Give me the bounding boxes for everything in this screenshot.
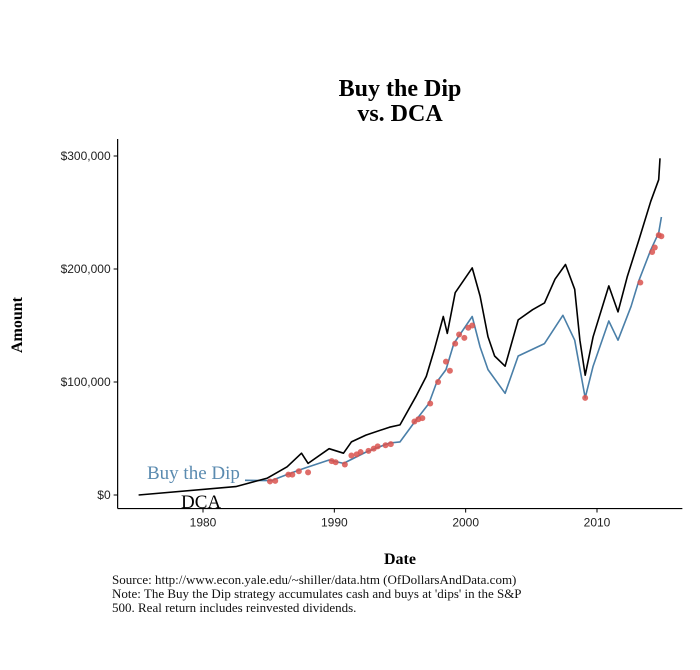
chart-title-line-2: vs. DCA	[357, 101, 443, 127]
dip-buy-point	[435, 379, 442, 385]
y-tick-label: $100,000	[61, 375, 111, 389]
x-tick-label: 1990	[321, 516, 348, 530]
annotation-dca: DCA	[181, 492, 221, 513]
dip-buy-point	[357, 449, 364, 456]
x-tick-label: 2010	[584, 516, 611, 530]
dip-buy-point	[658, 233, 665, 240]
y-axis-label: Amount	[9, 296, 26, 353]
x-axis-label: Date	[384, 551, 416, 568]
chart-title-line-1: Buy the Dip	[339, 76, 462, 102]
dip-buy-point	[651, 244, 658, 251]
dip-buy-point	[582, 394, 589, 401]
dip-buy-point	[382, 442, 389, 449]
dip-buy-point	[452, 340, 459, 347]
dip-buy-point	[341, 461, 348, 468]
dip-buy-point	[305, 469, 312, 476]
series-line-buy-the-dip	[244, 216, 663, 482]
dip-buy-point	[348, 452, 355, 459]
x-tick-label: 1980	[190, 516, 217, 530]
dip-buy-point	[461, 334, 468, 341]
dip-buy-point	[427, 400, 434, 407]
dip-buy-point	[649, 249, 656, 256]
strategy-note-line-1: Note: The Buy the Dip strategy accumulat…	[112, 586, 522, 601]
dip-buy-point	[289, 471, 296, 478]
y-tick-label: $0	[97, 488, 111, 502]
dip-buy-point	[637, 279, 644, 286]
x-tick-label: 2000	[452, 516, 479, 530]
chart-notes: Source: http://www.econ.yale.edu/~shille…	[112, 573, 692, 615]
dip-buy-point	[442, 358, 449, 365]
dip-buy-point	[272, 477, 279, 484]
dip-buy-point	[295, 468, 302, 475]
dip-buy-point	[456, 331, 463, 338]
dip-buy-point	[469, 322, 476, 329]
y-tick-label: $200,000	[61, 262, 111, 276]
strategy-note-line-2: 500. Real return includes reinvested div…	[112, 600, 357, 615]
dip-buy-point	[332, 459, 339, 466]
dip-buy-point	[446, 367, 453, 374]
dip-buy-point	[387, 441, 394, 448]
source-note: Source: http://www.econ.yale.edu/~shille…	[112, 572, 517, 587]
y-tick-label: $300,000	[61, 149, 111, 163]
dip-buy-point	[266, 478, 273, 485]
dip-buy-point	[365, 447, 372, 454]
series-line-dca	[138, 158, 661, 496]
annotation-buy-the-dip: Buy the Dip	[147, 463, 240, 484]
dip-buy-point	[374, 443, 381, 450]
dip-buy-point	[419, 415, 426, 422]
